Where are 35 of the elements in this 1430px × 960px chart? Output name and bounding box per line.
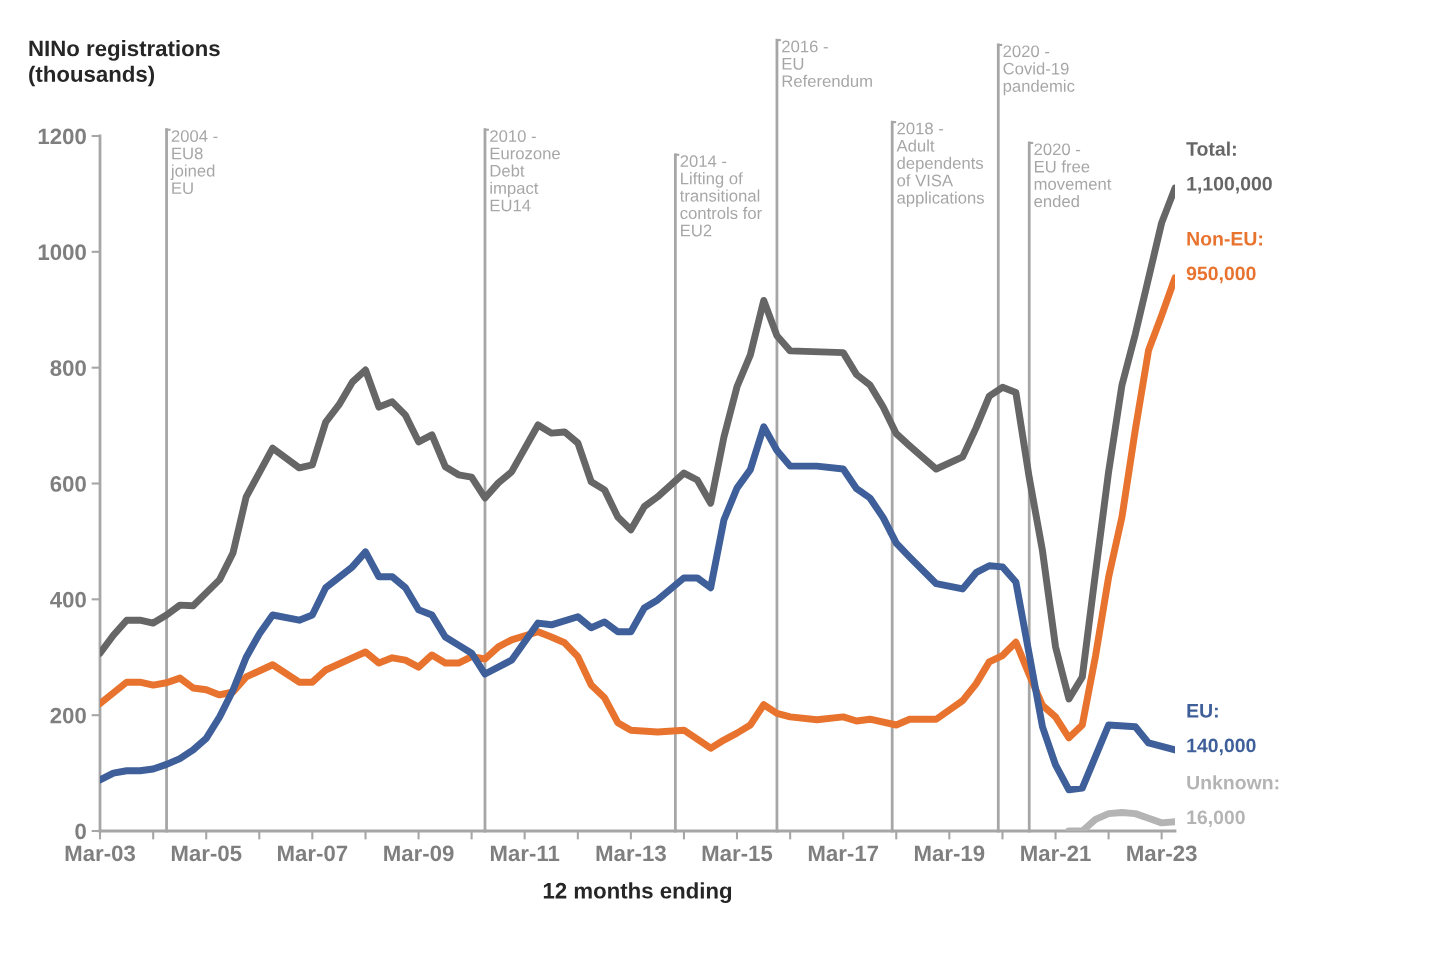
- ref-line-label: 2004 - EU8 joined EU: [170, 130, 218, 195]
- annotation: 1,100,000: [1187, 176, 1272, 194]
- y-tick-label: 600: [50, 476, 86, 492]
- ref-line-label: 2014 - Lifting of transitional controls for EU2: [679, 155, 762, 237]
- y-tick-label: 1200: [38, 128, 86, 145]
- ref-line-label: 2018 - Adult dependents of VISA applications: [896, 122, 984, 208]
- x-tick-label: Mar-15: [702, 845, 773, 862]
- series-label: Total:: [1186, 141, 1236, 156]
- annotation: 950,000: [1186, 266, 1256, 284]
- chart-title: NINo registrations (thousands): [29, 40, 220, 87]
- y-tick-label: 200: [50, 707, 86, 724]
- x-tick-label: Mar-03: [65, 845, 136, 862]
- y-tick-label: 400: [50, 591, 86, 608]
- x-axis-title: 12 months ending: [543, 882, 732, 904]
- ref-line-label: 2020 - EU free movement ended: [1034, 143, 1112, 208]
- x-tick-label: Mar-23: [1127, 845, 1197, 862]
- x-tick-label: Mar-17: [808, 845, 879, 862]
- x-tick-label: Mar-07: [278, 845, 348, 862]
- x-tick-label: Mar-13: [596, 845, 666, 862]
- x-tick-label: Mar-09: [384, 845, 454, 862]
- annotation: 140,000: [1187, 738, 1256, 756]
- y-tick-label: 800: [50, 360, 86, 376]
- series-label: EU:: [1187, 704, 1218, 718]
- series-label: Non-EU:: [1187, 232, 1262, 246]
- x-tick-label: Mar-21: [1021, 845, 1091, 862]
- x-tick-label: Mar-11: [490, 845, 560, 862]
- y-tick-label: 1000: [38, 244, 86, 261]
- ref-line-label: 2010 - Eurozone Debt impact EU14: [490, 130, 560, 212]
- ref-line-label: 2016 - EU Referendum: [782, 40, 872, 88]
- y-tick-label: 0: [75, 823, 86, 840]
- ref-line-label: 2020 - Covid-19 pandemic: [1003, 45, 1075, 96]
- x-tick-label: Mar-05: [171, 845, 242, 862]
- x-tick-label: Mar-19: [914, 845, 985, 862]
- annotation: 16,000: [1187, 810, 1245, 827]
- series-label: Unknown:: [1187, 775, 1279, 790]
